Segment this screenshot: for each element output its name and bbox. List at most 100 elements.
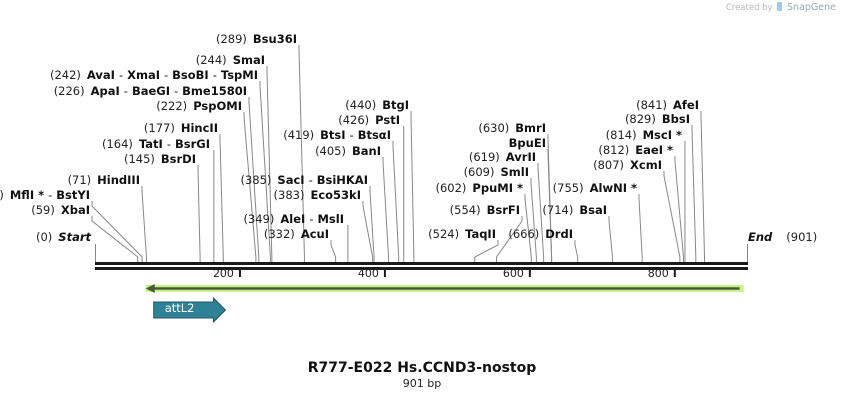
restriction-site-label[interactable]: (71) HindIII [68, 173, 140, 187]
cut-site-line [382, 157, 390, 262]
cut-site-line [547, 134, 553, 262]
enzyme-name[interactable]: AfeI [673, 98, 699, 112]
enzyme-name[interactable]: BmrI [515, 121, 546, 135]
backbone-top-strand [95, 262, 748, 265]
enzyme-name[interactable]: XbaI [60, 203, 90, 217]
enzyme-name[interactable]: SmaI [232, 53, 265, 67]
restriction-site-label[interactable]: (244) SmaI [196, 53, 265, 67]
cut-site-line [197, 165, 201, 262]
feature-arrow-attl2[interactable] [153, 296, 227, 324]
created-by-credit: Created by SnapGene [725, 2, 836, 13]
enzyme-name[interactable]: DrdI [545, 227, 573, 241]
enzyme-name[interactable]: BstYI [56, 188, 90, 202]
restriction-site-label[interactable]: (630) BmrI [478, 121, 546, 135]
enzyme-name[interactable]: BpuEI [508, 136, 546, 150]
restriction-site-label[interactable]: (440) BtgI [345, 98, 409, 112]
enzyme-name[interactable]: TaqII [465, 227, 496, 241]
enzyme-name[interactable]: BsoBI [172, 68, 209, 82]
restriction-site-label[interactable]: (554) BsrFI [450, 203, 520, 217]
separator: - [212, 68, 217, 82]
enzyme-name[interactable]: AvrII [505, 150, 536, 164]
restriction-site-label[interactable]: (59) XbaI [31, 203, 90, 217]
site-position: (164) [102, 137, 133, 151]
restriction-site-label[interactable]: (419) BtsI - BtsαI [283, 128, 391, 142]
restriction-site-label[interactable]: (242) AvaI - XmaI - BsoBI - TspMI [50, 68, 258, 82]
restriction-site-label[interactable]: (385) SacI - BsiHKAI [240, 173, 368, 187]
restriction-site-label[interactable]: (829) BbsI [625, 112, 690, 126]
site-position: (244) [195, 53, 227, 67]
restriction-site-label[interactable]: (405) BanI [315, 144, 381, 158]
restriction-site-label[interactable]: (609) SmlI [464, 165, 529, 179]
enzyme-name[interactable]: XcmI [630, 158, 662, 172]
enzyme-name[interactable]: SacI [277, 173, 305, 187]
enzyme-name[interactable]: BsrDI [160, 152, 196, 166]
enzyme-name[interactable]: PpuMI * [472, 181, 523, 195]
restriction-site-label[interactable]: (222) PspOMI [156, 99, 242, 113]
enzyme-name[interactable]: Eco53kI [310, 188, 361, 202]
enzyme-name[interactable]: SmlI [500, 165, 530, 179]
enzyme-name[interactable]: MflI * [9, 188, 45, 202]
restriction-site-label[interactable]: (755) AlwNI * [553, 181, 637, 195]
restriction-site-label[interactable]: (602) PpuMI * [435, 181, 523, 195]
enzyme-name[interactable]: MslI [317, 212, 344, 226]
enzyme-name[interactable]: BanI [352, 144, 381, 158]
cut-site-lines [91, 45, 748, 262]
site-position: (65) [0, 188, 4, 202]
restriction-site-label[interactable]: (145) BsrDI [124, 152, 196, 166]
site-position: (419) [283, 128, 315, 142]
restriction-site-label[interactable]: BpuEI [509, 136, 546, 150]
enzyme-name[interactable]: BsiHKAI [316, 173, 368, 187]
enzyme-name[interactable]: AcuI [300, 227, 329, 241]
enzyme-name[interactable]: XmaI [127, 68, 160, 82]
restriction-site-label[interactable]: (524) TaqII [428, 227, 496, 241]
backbone-bottom-strand [95, 267, 748, 270]
restriction-site-label[interactable]: (426) PstI [338, 113, 400, 127]
enzyme-name[interactable]: HindIII [97, 173, 140, 187]
restriction-site-label[interactable]: (841) AfeI [636, 98, 699, 112]
site-position: (426) [338, 113, 370, 127]
restriction-site-label[interactable]: (619) AvrII [469, 150, 536, 164]
enzyme-name[interactable]: Bsu36I [252, 32, 297, 46]
restriction-site-label[interactable]: (177) HincII [144, 121, 218, 135]
enzyme-name[interactable]: AleI [280, 212, 306, 226]
restriction-site-label[interactable]: (383) Eco53kI [274, 188, 361, 202]
enzyme-name[interactable]: BsrFI [486, 203, 520, 217]
enzyme-name[interactable]: BsrGI [175, 137, 210, 151]
enzyme-name[interactable]: BtsαI [357, 128, 391, 142]
enzyme-name[interactable]: PstI [375, 113, 400, 127]
cut-site-line [330, 240, 337, 262]
enzyme-name[interactable]: EaeI * [635, 143, 673, 157]
restriction-site-label[interactable]: (349) AleI - MslI [243, 212, 344, 226]
restriction-site-label[interactable]: (814) MscI * [606, 128, 682, 142]
restriction-site-label[interactable]: (332) AcuI [264, 227, 329, 241]
site-position: (332) [263, 227, 295, 241]
restriction-site-label[interactable]: (714) BsaI [542, 203, 607, 217]
enzyme-name[interactable]: BsaI [579, 203, 607, 217]
enzyme-name[interactable]: TatI [138, 137, 163, 151]
enzyme-name[interactable]: BtgI [382, 98, 409, 112]
site-position: (814) [605, 128, 637, 142]
ruler-tick-label: 200 [212, 267, 234, 280]
restriction-site-label[interactable]: (289) Bsu36I [216, 32, 297, 46]
restriction-site-label[interactable]: (164) TatI - BsrGI [102, 137, 210, 151]
enzyme-name[interactable]: BbsI [661, 112, 690, 126]
enzyme-name[interactable]: MscI * [642, 128, 682, 142]
restriction-site-label[interactable]: (65) MflI *-BstYI [0, 188, 90, 202]
enzyme-name[interactable]: HincII [180, 121, 218, 135]
enzyme-name[interactable]: PspOMI [193, 99, 242, 113]
separator: - [48, 188, 53, 202]
cut-site-line [700, 111, 706, 262]
enzyme-name[interactable]: AvaI [86, 68, 115, 82]
site-position: (755) [552, 181, 584, 195]
enzyme-name[interactable]: Bme1580I [182, 84, 247, 98]
enzyme-name[interactable]: BtsI [320, 128, 346, 142]
restriction-site-label[interactable]: (807) XcmI [593, 158, 662, 172]
restriction-site-label[interactable]: (666) DrdI [508, 227, 573, 241]
restriction-site-label[interactable]: (226) ApaI - BaeGI - Bme1580I [54, 84, 247, 98]
enzyme-name[interactable]: TspMI [220, 68, 258, 82]
enzyme-name[interactable]: BaeGI [131, 84, 170, 98]
separator: - [164, 68, 169, 82]
enzyme-name[interactable]: ApaI [90, 84, 120, 98]
enzyme-name[interactable]: AlwNI * [589, 181, 637, 195]
restriction-site-label[interactable]: (812) EaeI * [598, 143, 673, 157]
